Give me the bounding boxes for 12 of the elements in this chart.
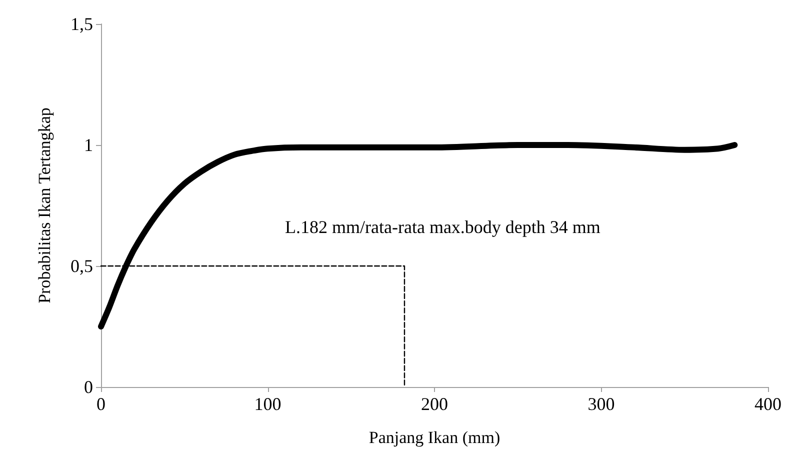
x-tick-label: 300 xyxy=(588,394,615,414)
x-tick-label: 100 xyxy=(254,394,282,414)
x-tick-label: 400 xyxy=(754,394,782,414)
y-axis-title: Probabilitas Ikan Tertangkap xyxy=(35,108,54,304)
y-tick-label: 1,5 xyxy=(70,14,93,34)
annotation: L.182 mm/rata-rata max.body depth 34 mm xyxy=(285,217,600,237)
x-tick-label: 0 xyxy=(96,394,106,414)
x-tick-label: 200 xyxy=(421,394,448,414)
y-tick-label: 0 xyxy=(84,377,93,397)
y-tick-label: 1 xyxy=(84,135,93,155)
x-axis-title: Panjang Ikan (mm) xyxy=(368,428,500,447)
y-tick-label: 0,5 xyxy=(70,256,93,276)
